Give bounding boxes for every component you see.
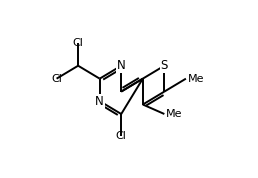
Text: Me: Me: [188, 74, 204, 84]
Text: Cl: Cl: [73, 38, 84, 48]
Text: N: N: [117, 59, 126, 72]
Text: S: S: [161, 59, 168, 72]
Text: N: N: [95, 95, 104, 108]
Text: Cl: Cl: [116, 131, 127, 142]
Text: Cl: Cl: [51, 74, 62, 84]
Text: Me: Me: [166, 109, 183, 119]
